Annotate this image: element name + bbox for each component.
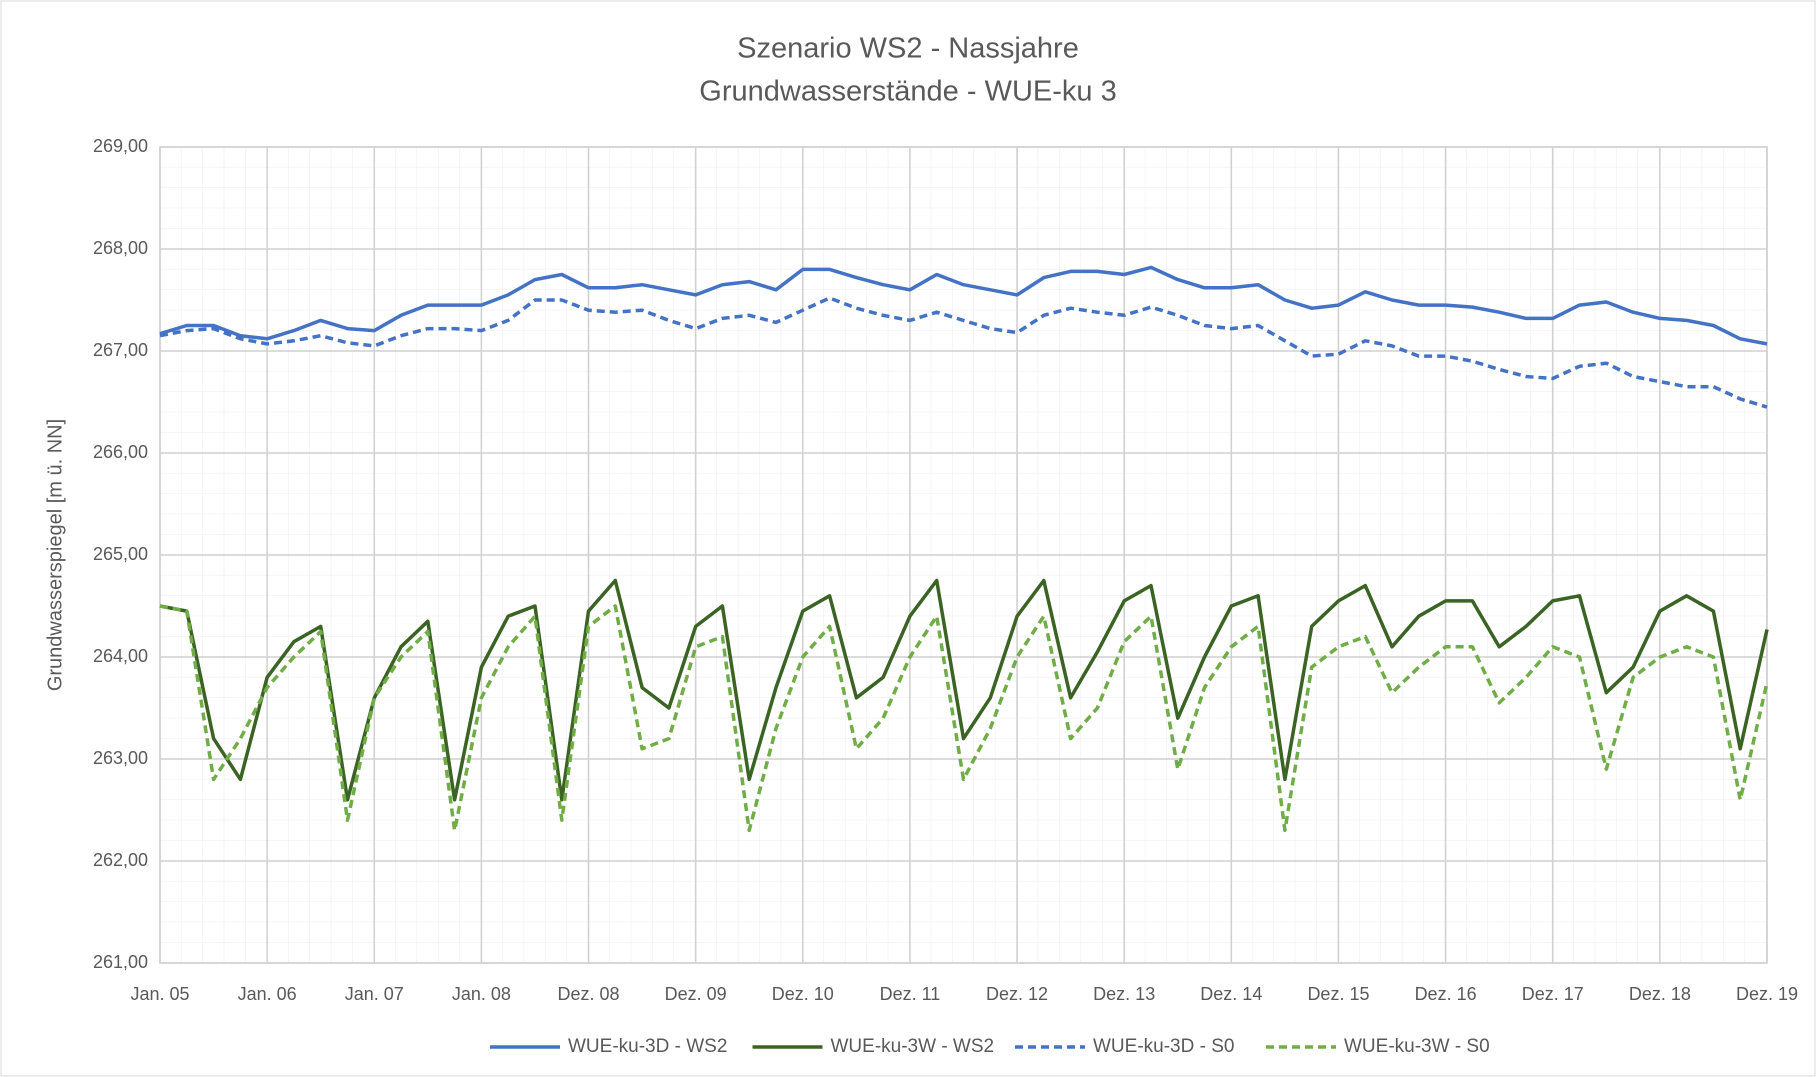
y-tick-label: 266,00 (93, 442, 148, 462)
y-tick-label: 263,00 (93, 748, 148, 768)
y-tick-label: 264,00 (93, 646, 148, 666)
chart-title: Szenario WS2 - Nassjahre (737, 33, 1079, 65)
x-tick-label: Jan. 08 (452, 984, 511, 1004)
x-tick-label: Dez. 17 (1522, 984, 1584, 1004)
x-tick-label: Dez. 19 (1736, 984, 1798, 1004)
legend-label: WUE-ku-3W - S0 (1344, 1036, 1490, 1057)
y-tick-label: 269,00 (93, 136, 148, 156)
series-line (159, 604, 1769, 833)
x-tick-label: Dez. 12 (986, 984, 1048, 1004)
series-line (159, 296, 1768, 409)
legend-label: WUE-ku-3D - S0 (1093, 1036, 1234, 1057)
x-tick-label: Dez. 08 (558, 984, 620, 1004)
y-tick-label: 261,00 (93, 952, 148, 972)
x-tick-label: Dez. 13 (1093, 984, 1155, 1004)
y-tick-label: 267,00 (93, 340, 148, 360)
x-tick-label: Dez. 14 (1200, 984, 1262, 1004)
x-tick-label: Dez. 15 (1307, 984, 1369, 1004)
y-tick-label: 268,00 (93, 238, 148, 258)
series-line (159, 265, 1768, 346)
x-tick-label: Jan. 05 (130, 984, 189, 1004)
x-tick-label: Jan. 07 (345, 984, 404, 1004)
legend-label: WUE-ku-3D - WS2 (568, 1036, 727, 1057)
y-tick-label: 262,00 (93, 850, 148, 870)
legend-label: WUE-ku-3W - WS2 (831, 1036, 995, 1057)
chart-subtitle: Grundwasserstände - WUE-ku 3 (699, 76, 1116, 108)
x-tick-label: Dez. 18 (1629, 984, 1691, 1004)
y-tick-label: 265,00 (93, 544, 148, 564)
x-tick-label: Dez. 10 (772, 984, 834, 1004)
series-line (159, 578, 1769, 802)
y-axis-label: Grundwasserspiegel [m ü. NN] (44, 419, 66, 691)
x-tick-label: Dez. 09 (665, 984, 727, 1004)
x-tick-label: Dez. 16 (1415, 984, 1477, 1004)
x-tick-label: Jan. 06 (238, 984, 297, 1004)
plot-border (159, 146, 1768, 964)
x-tick-label: Dez. 11 (880, 984, 941, 1004)
